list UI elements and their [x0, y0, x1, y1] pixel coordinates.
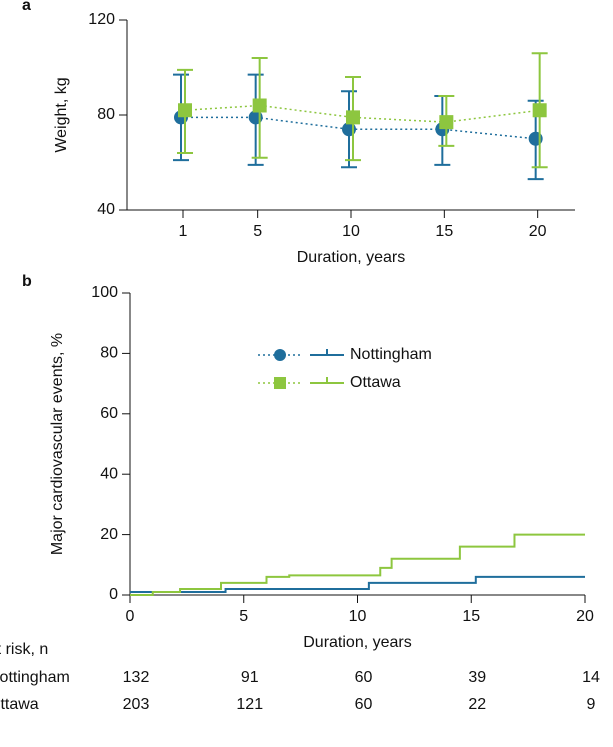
- y-tick-label: 40: [100, 465, 118, 482]
- legend-solid: [310, 349, 344, 356]
- panel-label: a: [22, 0, 31, 14]
- x-tick-label: 20: [529, 223, 547, 240]
- km-curve: [130, 575, 585, 593]
- marker: [274, 377, 286, 389]
- series-line: [184, 104, 540, 123]
- y-tick-label: 80: [100, 345, 118, 362]
- panel-label: b: [22, 273, 32, 290]
- x-tick-label: 15: [435, 223, 453, 240]
- x-tick-label: 20: [576, 608, 594, 625]
- at-risk-value: 60: [355, 696, 373, 713]
- marker: [274, 349, 286, 361]
- at-risk-row-name: Ottawa: [0, 696, 39, 713]
- at-risk-value: 9: [587, 696, 596, 713]
- at-risk-value: 91: [241, 669, 259, 686]
- y-tick-label: 20: [100, 526, 118, 543]
- y-axis-label: Weight, kg: [53, 77, 70, 152]
- at-risk-value: 39: [468, 669, 486, 686]
- marker: [178, 103, 192, 118]
- x-tick-label: 5: [239, 608, 248, 625]
- x-tick-label: 1: [179, 223, 188, 240]
- y-tick-label: 120: [88, 11, 115, 28]
- y-tick-label: 60: [100, 405, 118, 422]
- legend-label: Nottingham: [350, 346, 432, 363]
- at-risk-title: At risk, n: [0, 641, 48, 658]
- at-risk-value: 121: [236, 696, 263, 713]
- at-risk-value: 132: [123, 669, 150, 686]
- at-risk-value: 203: [123, 696, 150, 713]
- x-tick-label: 10: [342, 223, 360, 240]
- x-tick-label: 5: [253, 223, 262, 240]
- at-risk-value: 60: [355, 669, 373, 686]
- marker: [346, 110, 360, 125]
- y-tick-label: 40: [97, 201, 115, 218]
- y-axis-label: Major cardiovascular events, %: [49, 333, 66, 555]
- y-tick-label: 80: [97, 106, 115, 123]
- x-axis-label: Duration, years: [303, 634, 412, 651]
- marker: [439, 115, 454, 130]
- x-axis-label: Duration, years: [297, 249, 406, 266]
- x-tick-label: 10: [349, 608, 367, 625]
- km-curve: [130, 533, 585, 596]
- x-tick-label: 0: [126, 608, 135, 625]
- y-tick-label: 0: [109, 586, 118, 603]
- marker: [252, 98, 267, 113]
- marker: [532, 103, 547, 118]
- at-risk-value: 22: [468, 696, 486, 713]
- at-risk-value: 14: [582, 669, 600, 686]
- legend-label: Ottawa: [350, 374, 401, 391]
- at-risk-row-name: Nottingham: [0, 669, 70, 686]
- x-tick-label: 15: [462, 608, 480, 625]
- y-tick-label: 100: [91, 284, 118, 301]
- legend-solid: [310, 377, 344, 384]
